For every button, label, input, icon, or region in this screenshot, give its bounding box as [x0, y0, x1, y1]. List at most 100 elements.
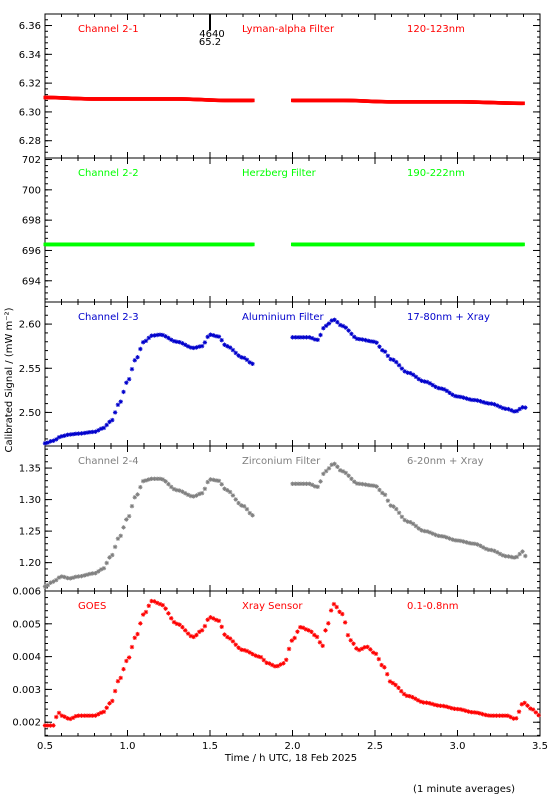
- data-point: [295, 629, 300, 634]
- data-point: [289, 638, 295, 643]
- data-point: [90, 571, 95, 576]
- data-point: [70, 575, 76, 580]
- y-tick-label: 1.20: [19, 558, 41, 569]
- data-point: [366, 338, 371, 343]
- data-point: [112, 544, 118, 550]
- y-tick-label: 0.004: [12, 652, 41, 663]
- data-point: [388, 356, 393, 362]
- data-point: [503, 406, 508, 411]
- data-point: [471, 710, 477, 715]
- y-tick-label: 1.30: [19, 495, 41, 506]
- data-point: [419, 528, 424, 533]
- data-point: [516, 709, 522, 714]
- data-point: [272, 664, 278, 669]
- data-point: [155, 476, 160, 481]
- data-point: [205, 617, 210, 622]
- data-point: [160, 332, 166, 338]
- data-point: [298, 625, 303, 630]
- data-point: [174, 487, 180, 493]
- data-point: [65, 575, 70, 581]
- data-point: [216, 478, 222, 484]
- data-point: [59, 713, 65, 718]
- panel-channel-label: GOES: [78, 601, 106, 612]
- data-point: [233, 497, 238, 502]
- data-point: [194, 493, 199, 498]
- y-tick-label: 6.34: [19, 50, 41, 61]
- data-point: [427, 530, 433, 535]
- x-tick-label: 1.0: [120, 741, 136, 752]
- data-point: [68, 432, 73, 437]
- data-point: [503, 554, 508, 559]
- x-tick-label: 1.5: [202, 741, 218, 752]
- data-point: [489, 401, 494, 406]
- data-point: [250, 651, 255, 657]
- panel-band-label: 17-80nm + Xray: [407, 312, 490, 323]
- data-point: [509, 408, 514, 413]
- data-point: [332, 317, 337, 323]
- data-point: [485, 713, 491, 718]
- data-point: [469, 709, 474, 715]
- data-point: [236, 645, 241, 650]
- data-point: [443, 704, 449, 709]
- y-tick-label: 700: [22, 185, 41, 196]
- data-point: [304, 335, 309, 340]
- data-point: [93, 713, 98, 718]
- data-point: [312, 632, 317, 638]
- data-point: [251, 98, 255, 103]
- data-point: [205, 479, 210, 485]
- data-point: [396, 685, 401, 691]
- data-point: [368, 339, 374, 344]
- data-point: [96, 428, 101, 433]
- data-point: [317, 640, 323, 645]
- data-point: [227, 489, 233, 495]
- data-point: [495, 403, 500, 408]
- data-point: [225, 634, 230, 640]
- data-point: [432, 702, 438, 708]
- data-point: [56, 575, 62, 580]
- data-point: [457, 707, 463, 712]
- data-point: [202, 623, 208, 629]
- data-point: [533, 710, 539, 715]
- data-point: [253, 653, 258, 658]
- data-point: [166, 481, 171, 487]
- data-point: [171, 486, 177, 492]
- data-point: [104, 422, 109, 428]
- data-point: [233, 350, 238, 356]
- data-point: [441, 387, 447, 392]
- data-point: [337, 468, 343, 473]
- data-point: [399, 366, 405, 371]
- data-point: [486, 401, 492, 406]
- data-point: [219, 624, 224, 629]
- data-point: [461, 539, 466, 544]
- data-point: [211, 333, 216, 338]
- data-point: [169, 616, 174, 621]
- data-point: [45, 583, 51, 588]
- data-point: [222, 486, 227, 491]
- data-point: [56, 710, 62, 716]
- data-point: [166, 611, 171, 616]
- data-point: [188, 493, 194, 499]
- data-point: [523, 405, 528, 410]
- data-point: [163, 334, 168, 339]
- data-point: [98, 567, 104, 572]
- data-point: [458, 394, 463, 400]
- data-point: [180, 624, 185, 630]
- data-point: [126, 655, 132, 660]
- data-point: [357, 481, 363, 487]
- data-point: [382, 665, 387, 670]
- y-tick-label: 6.30: [19, 107, 41, 118]
- data-point: [394, 359, 399, 365]
- data-point: [321, 471, 326, 477]
- data-point: [51, 579, 56, 584]
- panel-channel-label: Channel 2-3: [78, 312, 139, 323]
- data-point: [478, 399, 483, 404]
- data-point: [275, 663, 281, 669]
- data-point: [241, 355, 247, 361]
- data-point: [416, 526, 421, 531]
- data-point: [185, 344, 191, 349]
- data-point: [227, 345, 233, 350]
- data-point: [191, 494, 196, 499]
- data-point: [250, 361, 255, 367]
- data-point: [121, 389, 126, 395]
